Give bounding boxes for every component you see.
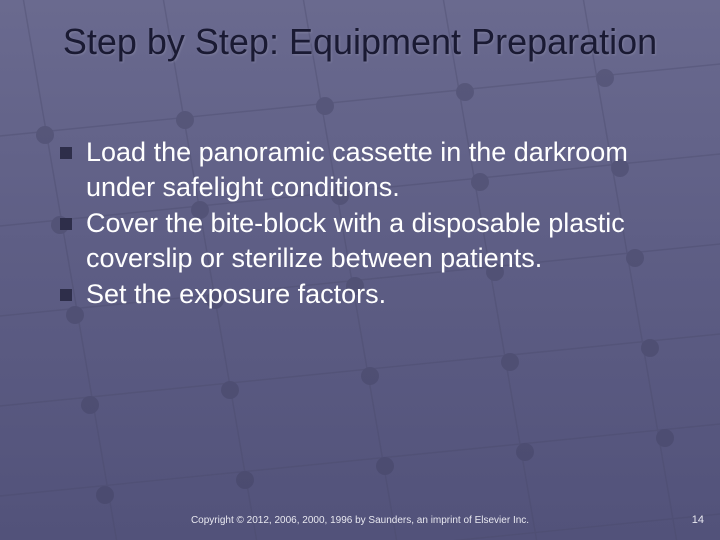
bullet-icon (60, 147, 72, 159)
bullet-icon (60, 289, 72, 301)
list-item: Set the exposure factors. (60, 277, 680, 312)
list-item: Cover the bite-block with a disposable p… (60, 206, 680, 275)
page-number: 14 (692, 514, 704, 526)
slide-title: Step by Step: Equipment Preparation (0, 20, 720, 63)
copyright-footer: Copyright © 2012, 2006, 2000, 1996 by Sa… (0, 515, 720, 526)
bullet-icon (60, 218, 72, 230)
bullet-text: Set the exposure factors. (86, 277, 386, 312)
slide: Step by Step: Equipment Preparation Load… (0, 0, 720, 540)
list-item: Load the panoramic cassette in the darkr… (60, 135, 680, 204)
bullet-list: Load the panoramic cassette in the darkr… (60, 135, 680, 314)
bullet-text: Load the panoramic cassette in the darkr… (86, 135, 680, 204)
bullet-text: Cover the bite-block with a disposable p… (86, 206, 680, 275)
